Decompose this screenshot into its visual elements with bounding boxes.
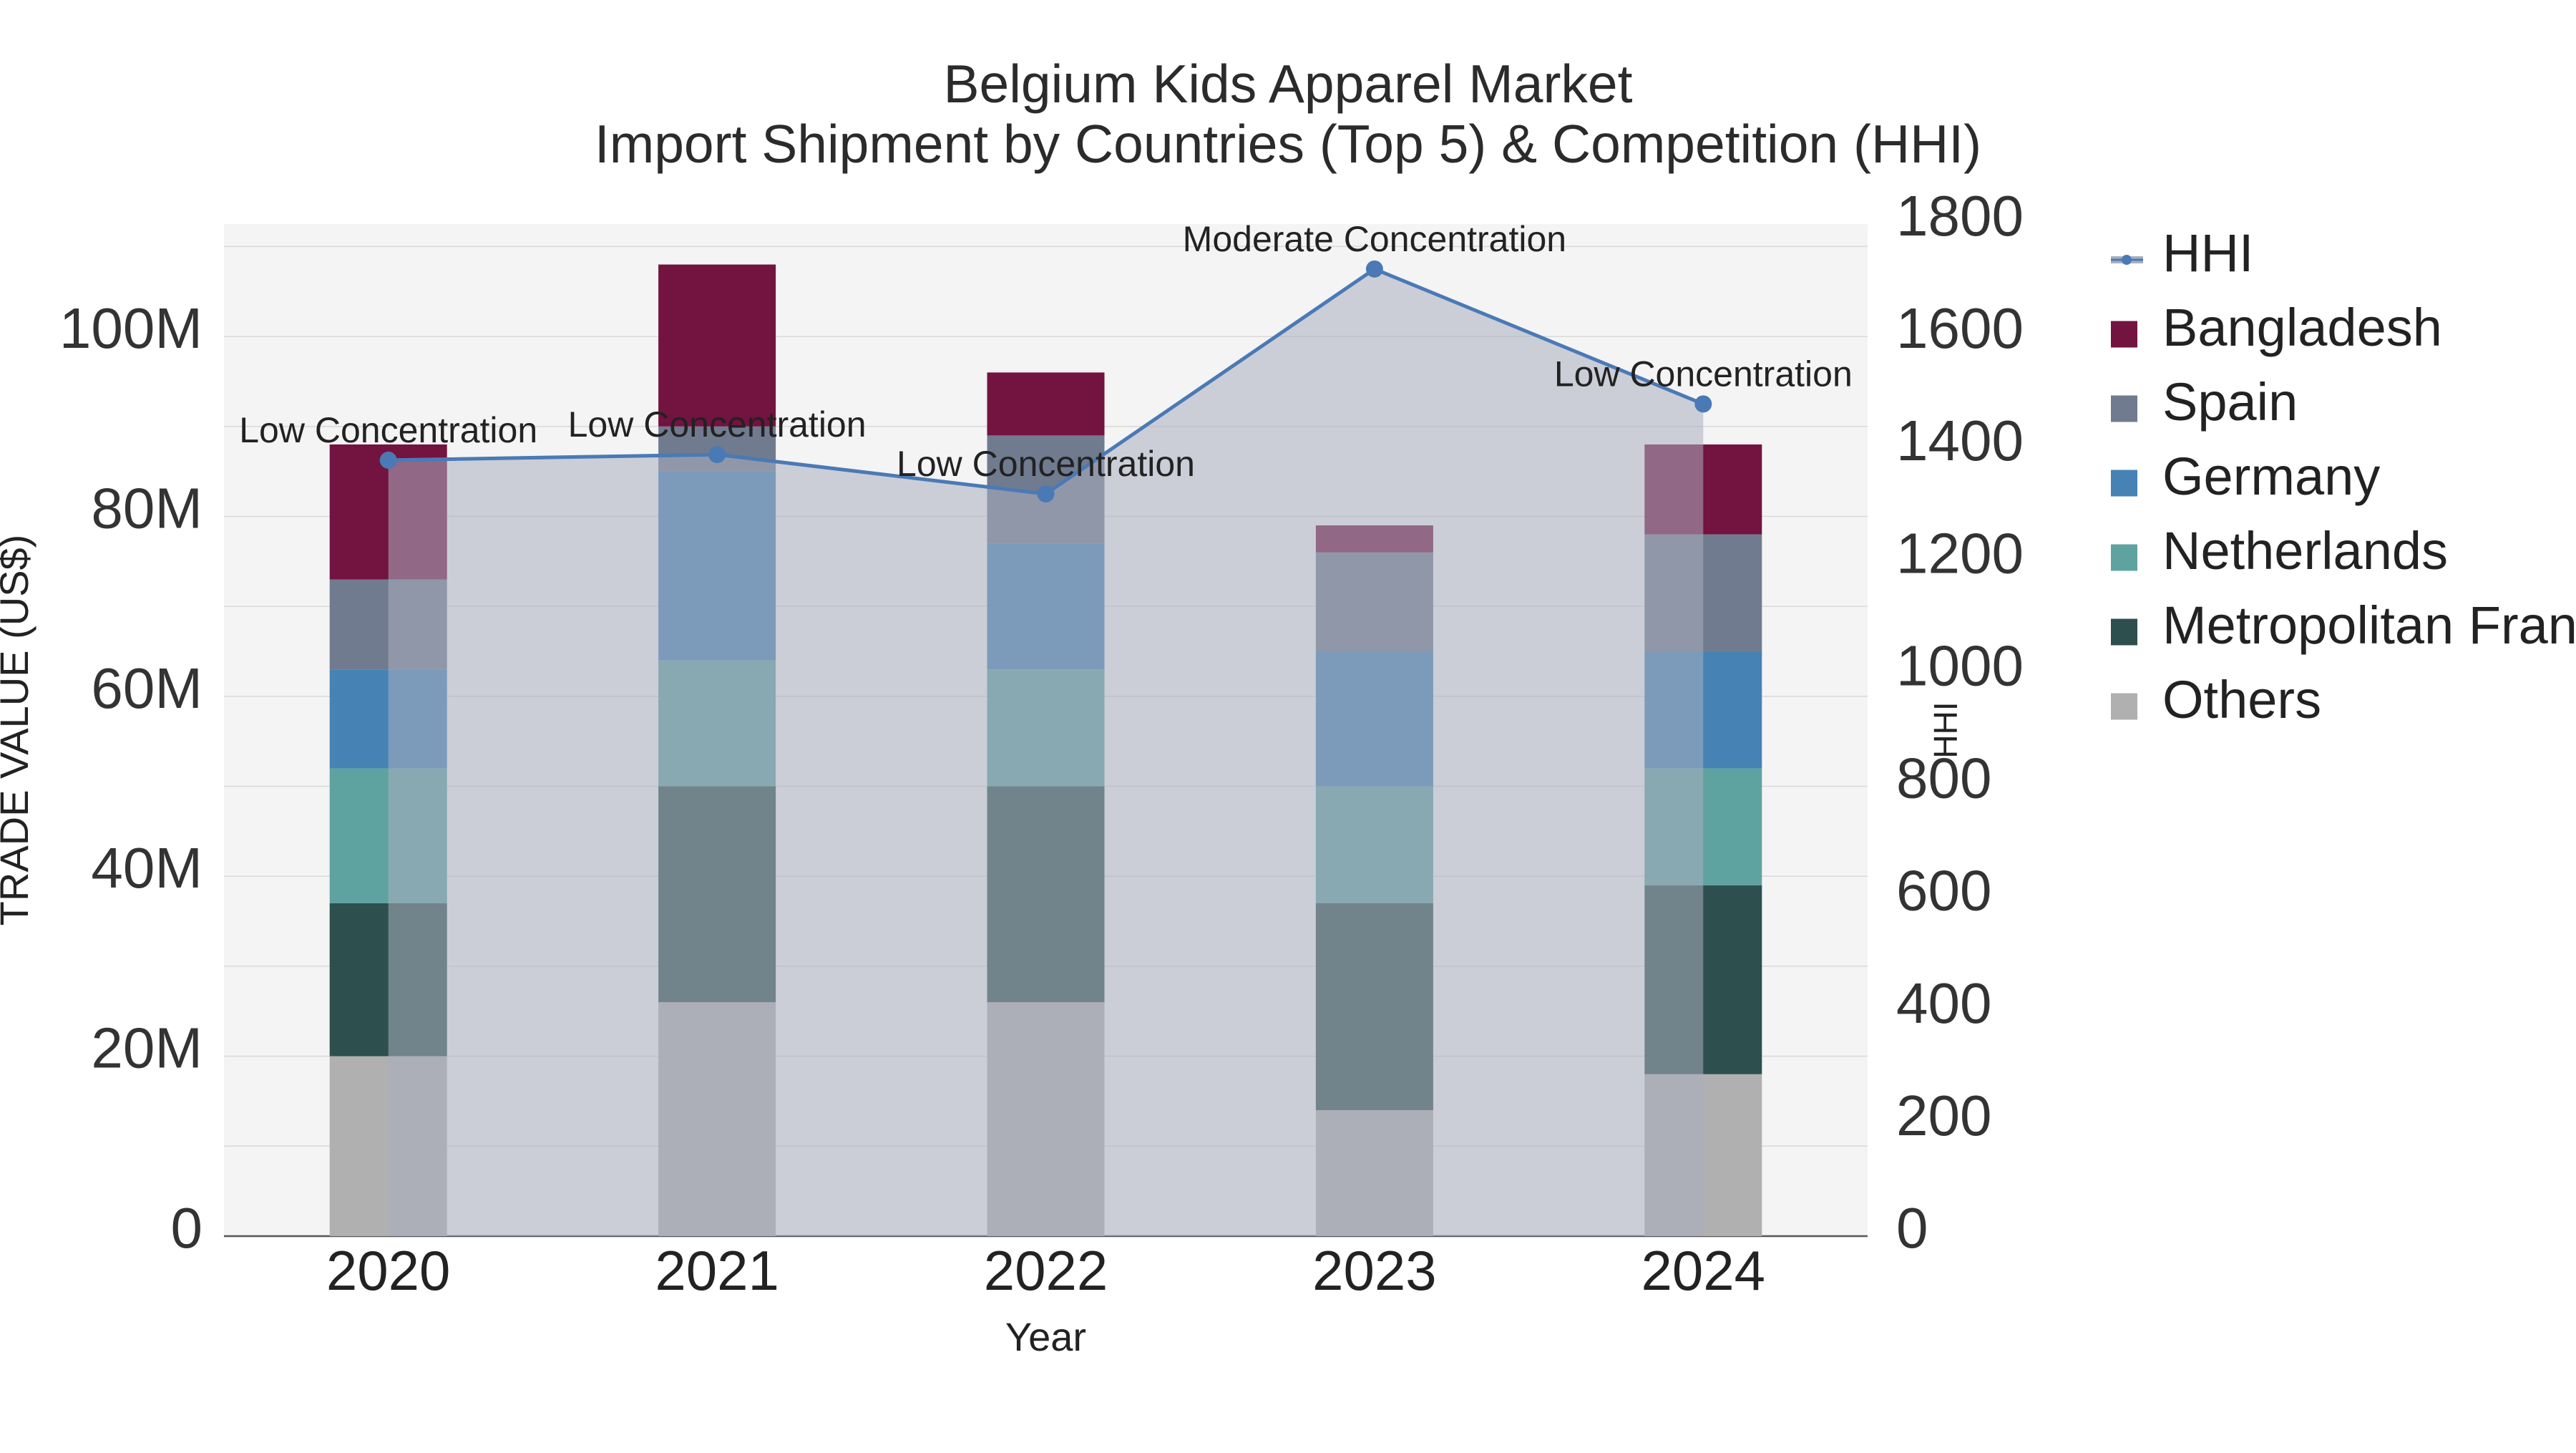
svg-text:100M: 100M [59,296,203,360]
svg-text:Low Concentration: Low Concentration [897,444,1195,484]
svg-text:1200: 1200 [1896,521,2024,585]
svg-text:Metropolitan France: Metropolitan France [2162,596,2576,655]
svg-text:Low Concentration: Low Concentration [568,404,867,444]
svg-text:600: 600 [1896,859,1991,923]
svg-text:TRADE VALUE (US$): TRADE VALUE (US$) [0,535,36,926]
svg-text:40M: 40M [91,836,203,900]
svg-text:0: 0 [171,1196,203,1260]
svg-text:Others: Others [2162,670,2321,729]
svg-text:Germany: Germany [2162,447,2380,506]
svg-text:200: 200 [1896,1084,1991,1147]
svg-text:80M: 80M [91,476,203,540]
svg-text:60M: 60M [91,656,203,720]
svg-text:2024: 2024 [1641,1239,1766,1302]
svg-text:HHI: HHI [1927,701,1964,758]
svg-text:Spain: Spain [2162,372,2298,432]
svg-text:Bangladesh: Bangladesh [2162,298,2442,357]
svg-text:1400: 1400 [1896,409,2024,472]
svg-text:0: 0 [1896,1196,1928,1260]
svg-text:1000: 1000 [1896,633,2024,697]
svg-text:1800: 1800 [1896,184,2024,248]
svg-text:Low Concentration: Low Concentration [1554,354,1853,394]
svg-text:Low Concentration: Low Concentration [239,410,537,450]
svg-text:2020: 2020 [326,1239,451,1302]
svg-text:Netherlands: Netherlands [2162,521,2448,580]
svg-text:2023: 2023 [1312,1239,1437,1302]
svg-text:1600: 1600 [1896,296,2024,360]
svg-text:20M: 20M [91,1016,203,1080]
svg-text:Moderate Concentration: Moderate Concentration [1183,219,1566,259]
svg-text:Year: Year [1005,1314,1086,1359]
svg-text:HHI: HHI [2162,223,2253,283]
svg-text:400: 400 [1896,971,1991,1035]
svg-text:2022: 2022 [984,1239,1108,1302]
svg-text:2021: 2021 [655,1239,779,1302]
